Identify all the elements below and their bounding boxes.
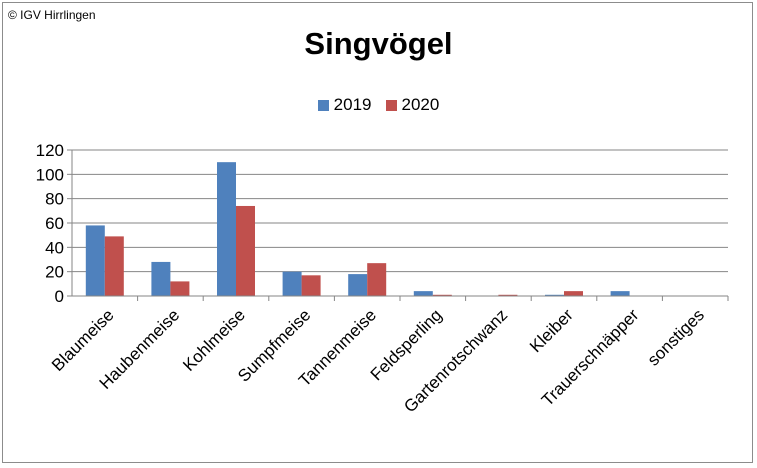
x-tick-label: sonstiges [644, 305, 708, 369]
x-tick-label: Blaumeise [48, 305, 118, 375]
y-tick-label: 120 [36, 141, 64, 160]
bar-2019-Tannenmeise [348, 274, 368, 296]
bar-2020-Tannenmeise [367, 263, 387, 296]
bar-2020-Sumpfmeise [301, 275, 321, 296]
bar-2019-Kohlmeise [217, 162, 236, 296]
legend-label-2019: 2019 [333, 95, 372, 114]
bar-2019-Kleiber [545, 294, 564, 296]
legend-item-2019: 2019 [317, 95, 372, 115]
legend-label-2020: 2020 [401, 95, 440, 114]
chart-title: Singvögel [304, 26, 453, 61]
y-tick-label: 100 [36, 165, 64, 184]
chart-legend: 2019 2020 [0, 95, 757, 115]
bar-2020-Kohlmeise [236, 205, 255, 296]
chart-frame [2, 2, 753, 463]
bar-2019-Feldsperling [413, 291, 433, 296]
bar-2019-Sumpfmeise [282, 271, 302, 296]
bar-2020-Feldsperling [432, 294, 452, 296]
bar-2019-Trauerschnäpper [610, 291, 630, 296]
legend-swatch-2019 [317, 99, 329, 111]
legend-item-2020: 2020 [385, 95, 440, 115]
x-tick-label: Kleiber [526, 305, 577, 356]
legend-swatch-2020 [385, 99, 397, 111]
y-tick-label: 60 [45, 214, 64, 233]
bar-2019-Blaumeise [85, 225, 105, 296]
x-tick-label: Kohlmeise [179, 305, 249, 375]
y-tick-label: 80 [45, 190, 64, 209]
bar-2020-Blaumeise [104, 236, 124, 296]
y-tick-label: 0 [55, 287, 64, 306]
copyright-text: © IGV Hirrlingen [8, 8, 96, 22]
bar-2019-Haubenmeise [151, 261, 171, 296]
y-tick-label: 20 [45, 263, 64, 282]
y-tick-label: 40 [45, 238, 64, 257]
bar-2020-Haubenmeise [170, 281, 190, 296]
bar-2020-Kleiber [564, 291, 583, 296]
bar-2020-Gartenrotschwanz [498, 294, 518, 296]
